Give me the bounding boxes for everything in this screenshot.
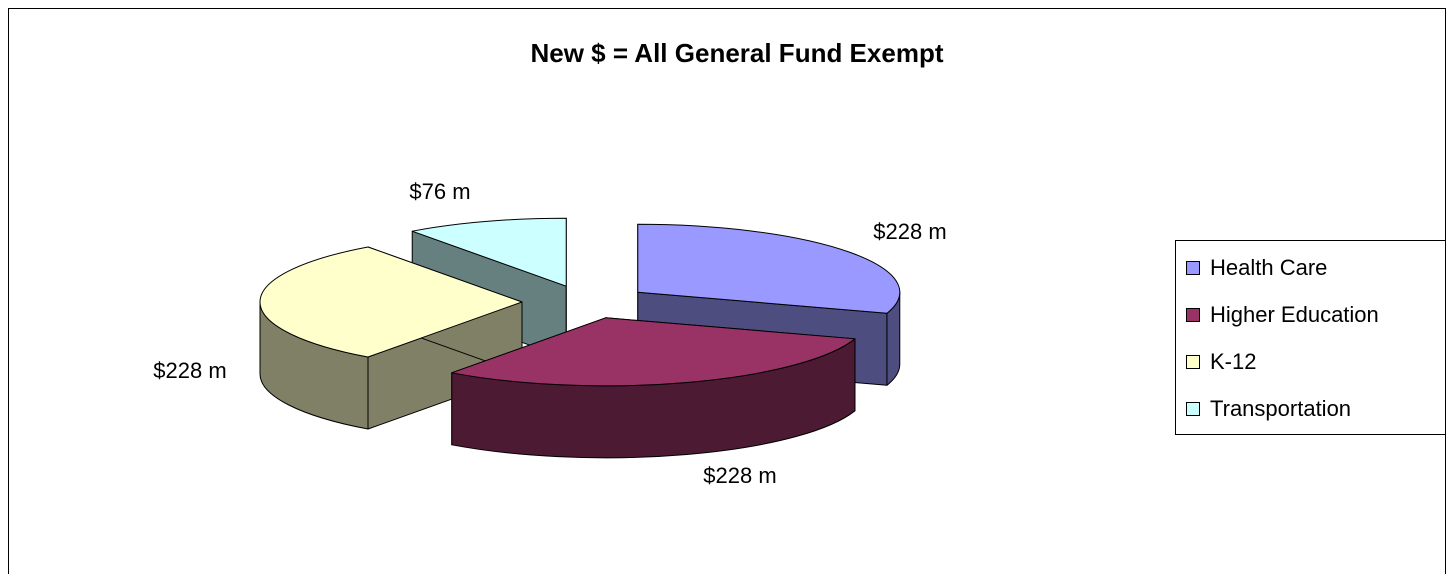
data-label: $76 m xyxy=(409,179,470,204)
slice-top xyxy=(451,317,856,387)
legend-label: Health Care xyxy=(1210,255,1327,280)
legend-swatch xyxy=(1186,355,1200,369)
slice-top xyxy=(411,217,567,287)
slice-top xyxy=(259,246,523,358)
data-label: $228 m xyxy=(873,219,946,244)
legend-label: K-12 xyxy=(1210,349,1256,374)
slice xyxy=(451,317,856,459)
legend-label: Transportation xyxy=(1210,396,1351,421)
slice xyxy=(259,246,523,430)
legend-swatch xyxy=(1186,308,1200,322)
slice-top xyxy=(637,223,901,314)
legend-swatch xyxy=(1186,402,1200,416)
data-label: $228 m xyxy=(703,463,776,488)
data-label: $228 m xyxy=(153,358,226,383)
legend-box xyxy=(1175,240,1446,435)
legend-swatch xyxy=(1186,261,1200,275)
legend-label: Higher Education xyxy=(1210,302,1379,327)
chart-title: New $ = All General Fund Exempt xyxy=(531,38,944,68)
